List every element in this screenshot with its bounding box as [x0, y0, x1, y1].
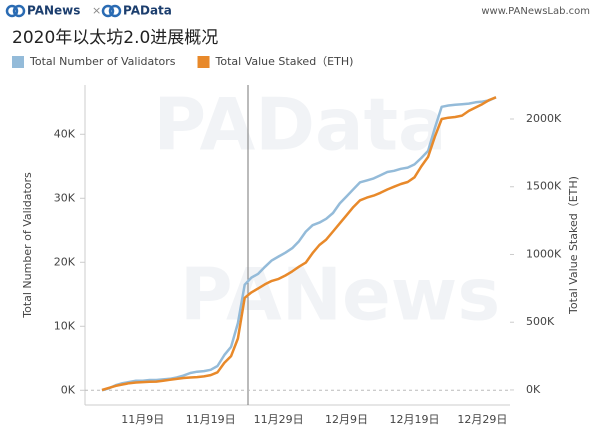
logo-icon [5, 4, 19, 18]
brand: PANews [27, 4, 80, 18]
legend-label: Total Value Staked（ETH) [215, 55, 354, 68]
logo-icon [101, 4, 115, 18]
x-tick-label: 12月9日 [325, 413, 368, 426]
x-tick-label: 11月19日 [186, 413, 236, 426]
y2-tick-label: 1000K [526, 247, 562, 260]
separator: × [92, 4, 101, 17]
y-tick-label: 10K [54, 319, 76, 332]
legend-swatch [197, 56, 210, 68]
site-url: www.PANewsLab.com [481, 6, 590, 17]
logo-icon [12, 4, 26, 18]
y-tick-label: 40K [54, 127, 76, 140]
y2-tick-label: 0K [526, 383, 541, 396]
y-axis-label: Total Number of Validators [21, 172, 34, 319]
y2-tick-label: 1500K [526, 180, 562, 193]
y2-axis-label: Total Value Staked（ETH) [567, 176, 580, 315]
brand: PAData [123, 4, 172, 18]
x-tick-label: 12月19日 [389, 413, 439, 426]
watermark: PANews [180, 253, 500, 337]
y2-tick-label: 2000K [526, 112, 562, 125]
y-tick-label: 20K [54, 255, 76, 268]
y2-tick-label: 500K [526, 315, 555, 328]
y-tick-label: 30K [54, 191, 76, 204]
y-tick-label: 0K [61, 383, 76, 396]
chart-title: 2020年以太坊2.0进展概况 [12, 28, 218, 48]
legend-label: Total Number of Validators [29, 55, 176, 68]
x-tick-label: 11月9日 [121, 413, 164, 426]
x-tick-label: 12月29日 [457, 413, 507, 426]
x-tick-label: 11月29日 [254, 413, 304, 426]
watermark: PAData [153, 83, 446, 167]
logo-icon [108, 4, 122, 18]
series-line [101, 96, 497, 392]
legend-swatch [12, 56, 24, 68]
